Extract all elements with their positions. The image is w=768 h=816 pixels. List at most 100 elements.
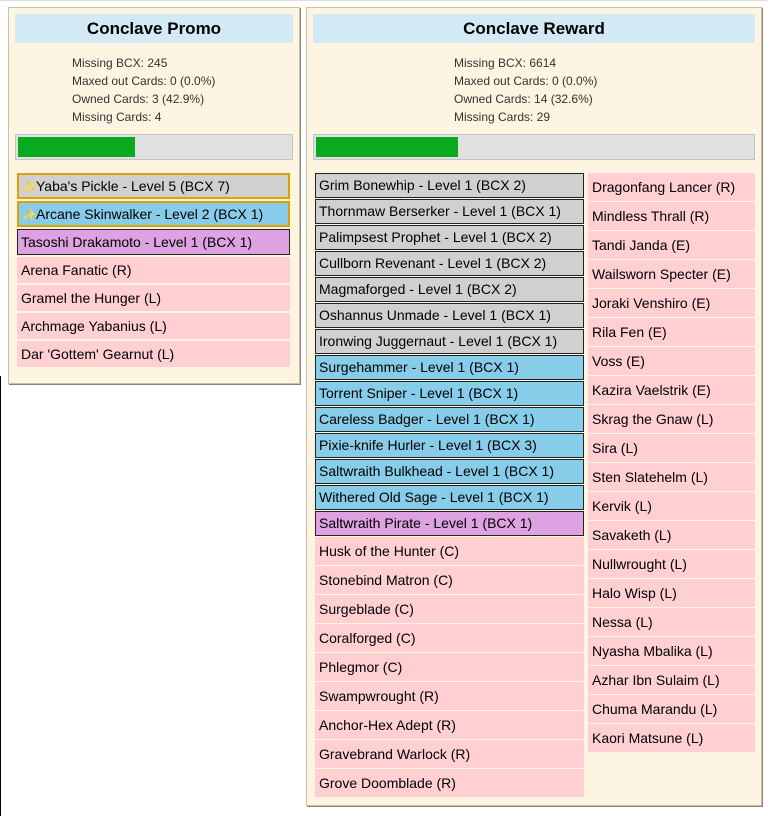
sparkle-icon: ✨ (22, 208, 37, 222)
owned-card-item[interactable]: ✨Arcane Skinwalker - Level 2 (BCX 1) (17, 201, 290, 227)
card-label: Palimpsest Prophet - Level 1 (BCX 2) (319, 229, 552, 245)
stat-maxed-cards: Maxed out Cards: 0 (0.0%) (454, 74, 598, 88)
stat-maxed-cards: Maxed out Cards: 0 (0.0%) (72, 74, 216, 88)
missing-card-item[interactable]: Kazira Vaelstrik (E) (588, 376, 755, 404)
owned-card-item[interactable]: Palimpsest Prophet - Level 1 (BCX 2) (315, 225, 584, 250)
card-label: Surgehammer - Level 1 (BCX 1) (319, 359, 519, 375)
missing-card-item[interactable]: Halo Wisp (L) (588, 579, 755, 607)
missing-card-item[interactable]: Rila Fen (E) (588, 318, 755, 346)
card-label: Saltwraith Bulkhead - Level 1 (BCX 1) (319, 463, 554, 479)
missing-card-item[interactable]: Nullwrought (L) (588, 550, 755, 578)
owned-card-item[interactable]: Saltwraith Pirate - Level 1 (BCX 1) (315, 511, 584, 536)
card-label: Tasoshi Drakamoto - Level 1 (BCX 1) (21, 234, 253, 250)
owned-card-item[interactable]: Surgehammer - Level 1 (BCX 1) (315, 355, 584, 380)
missing-card-item[interactable]: Kaori Matsune (L) (588, 724, 755, 752)
missing-card-item[interactable]: Tandi Janda (E) (588, 231, 755, 259)
owned-card-item[interactable]: Tasoshi Drakamoto - Level 1 (BCX 1) (17, 229, 290, 255)
missing-card-item[interactable]: Archmage Yabanius (L) (17, 313, 290, 339)
missing-card-item[interactable]: Phlegmor (C) (315, 653, 584, 681)
card-label: Torrent Sniper - Level 1 (BCX 1) (319, 385, 519, 401)
owned-card-item[interactable]: Oshannus Unmade - Level 1 (BCX 1) (315, 303, 584, 328)
missing-card-item[interactable]: Swampwrought (R) (315, 682, 584, 710)
card-label: Grove Doomblade (R) (319, 775, 456, 791)
owned-card-item[interactable]: Ironwing Juggernaut - Level 1 (BCX 1) (315, 329, 584, 354)
missing-card-item[interactable]: Gramel the Hunger (L) (17, 285, 290, 311)
missing-card-item[interactable]: Kervik (L) (588, 492, 755, 520)
missing-card-item[interactable]: Dragonfang Lancer (R) (588, 173, 755, 201)
card-label: Voss (E) (592, 353, 645, 369)
card-label: Oshannus Unmade - Level 1 (BCX 1) (319, 307, 551, 323)
card-label: Kaori Matsune (L) (592, 730, 704, 746)
card-label: Coralforged (C) (319, 630, 416, 646)
set-panel-conclave-reward: Conclave Reward Missing BCX: 6614 Maxed … (306, 7, 762, 806)
card-label: Savaketh (L) (592, 527, 672, 543)
card-label: Kervik (L) (592, 498, 652, 514)
owned-card-item[interactable]: ✨Yaba's Pickle - Level 5 (BCX 7) (17, 173, 290, 199)
panel-stats: Missing BCX: 245 Maxed out Cards: 0 (0.0… (72, 54, 215, 126)
missing-card-item[interactable]: Coralforged (C) (315, 624, 584, 652)
card-list-column-a: Grim Bonewhip - Level 1 (BCX 2) Thornmaw … (315, 173, 584, 798)
card-label: Archmage Yabanius (L) (21, 318, 167, 334)
stat-owned-cards: Owned Cards: 3 (42.9%) (72, 92, 205, 106)
missing-card-item[interactable]: Voss (E) (588, 347, 755, 375)
owned-card-item[interactable]: Cullborn Revenant - Level 1 (BCX 2) (315, 251, 584, 276)
card-label: Withered Old Sage - Level 1 (BCX 1) (319, 489, 549, 505)
missing-card-item[interactable]: Azhar Ibn Sulaim (L) (588, 666, 755, 694)
collection-progress-bar (15, 134, 293, 160)
missing-card-item[interactable]: Arena Fanatic (R) (17, 257, 290, 283)
missing-card-item[interactable]: Nessa (L) (588, 608, 755, 636)
missing-card-item[interactable]: Surgeblade (C) (315, 595, 584, 623)
card-label: Skrag the Gnaw (L) (592, 411, 714, 427)
card-label: Sten Slatehelm (L) (592, 469, 708, 485)
panel-stats: Missing BCX: 6614 Maxed out Cards: 0 (0.… (454, 54, 597, 126)
missing-card-item[interactable]: Mindless Thrall (R) (588, 202, 755, 230)
missing-card-item[interactable]: Dar 'Gottem' Gearnut (L) (17, 341, 290, 367)
missing-card-item[interactable]: Stonebind Matron (C) (315, 566, 584, 594)
missing-card-item[interactable]: Husk of the Hunter (C) (315, 537, 584, 565)
owned-card-item[interactable]: Careless Badger - Level 1 (BCX 1) (315, 407, 584, 432)
card-label: Azhar Ibn Sulaim (L) (592, 672, 720, 688)
missing-card-item[interactable]: Grove Doomblade (R) (315, 769, 584, 797)
card-label: Chuma Marandu (L) (592, 701, 718, 717)
owned-card-item[interactable]: Torrent Sniper - Level 1 (BCX 1) (315, 381, 584, 406)
owned-card-item[interactable]: Withered Old Sage - Level 1 (BCX 1) (315, 485, 584, 510)
card-label: Ironwing Juggernaut - Level 1 (BCX 1) (319, 333, 558, 349)
card-list-column-b: Dragonfang Lancer (R) Mindless Thrall (R)… (588, 173, 755, 753)
progress-fill (18, 137, 135, 157)
card-label: Anchor-Hex Adept (R) (319, 717, 456, 733)
card-label: Careless Badger - Level 1 (BCX 1) (319, 411, 535, 427)
owned-card-item[interactable]: Magmaforged - Level 1 (BCX 2) (315, 277, 584, 302)
owned-card-item[interactable]: Thornmaw Berserker - Level 1 (BCX 1) (315, 199, 584, 224)
card-label: Sira (L) (592, 440, 638, 456)
missing-card-item[interactable]: Chuma Marandu (L) (588, 695, 755, 723)
missing-card-item[interactable]: Wailsworn Specter (E) (588, 260, 755, 288)
stat-missing-cards: Missing Cards: 29 (454, 110, 551, 124)
card-label: Rila Fen (E) (592, 324, 667, 340)
card-label: Surgeblade (C) (319, 601, 414, 617)
collection-progress-bar (313, 134, 755, 160)
missing-card-item[interactable]: Savaketh (L) (588, 521, 755, 549)
missing-card-item[interactable]: Sira (L) (588, 434, 755, 462)
missing-card-item[interactable]: Gravebrand Warlock (R) (315, 740, 584, 768)
owned-card-item[interactable]: Saltwraith Bulkhead - Level 1 (BCX 1) (315, 459, 584, 484)
owned-card-item[interactable]: Pixie-knife Hurler - Level 1 (BCX 3) (315, 433, 584, 458)
card-label: Nyasha Mbalika (L) (592, 643, 713, 659)
missing-card-item[interactable]: Skrag the Gnaw (L) (588, 405, 755, 433)
card-label: Mindless Thrall (R) (592, 208, 710, 224)
card-label: Stonebind Matron (C) (319, 572, 453, 588)
page-left-border (0, 376, 1, 816)
card-label: Nullwrought (L) (592, 556, 687, 572)
card-label: Nessa (L) (592, 614, 653, 630)
panel-title: Conclave Promo (15, 14, 293, 43)
missing-card-item[interactable]: Joraki Venshiro (E) (588, 289, 755, 317)
card-label: Joraki Venshiro (E) (592, 295, 711, 311)
missing-card-item[interactable]: Nyasha Mbalika (L) (588, 637, 755, 665)
owned-card-item[interactable]: Grim Bonewhip - Level 1 (BCX 2) (315, 173, 584, 198)
card-label: Arcane Skinwalker - Level 2 (BCX 1) (36, 206, 264, 222)
sparkle-icon: ✨ (22, 180, 37, 194)
missing-card-item[interactable]: Anchor-Hex Adept (R) (315, 711, 584, 739)
card-label: Wailsworn Specter (E) (592, 266, 731, 282)
set-panel-conclave-promo: Conclave Promo Missing BCX: 245 Maxed ou… (8, 7, 300, 384)
missing-card-item[interactable]: Sten Slatehelm (L) (588, 463, 755, 491)
card-label: Thornmaw Berserker - Level 1 (BCX 1) (319, 203, 561, 219)
